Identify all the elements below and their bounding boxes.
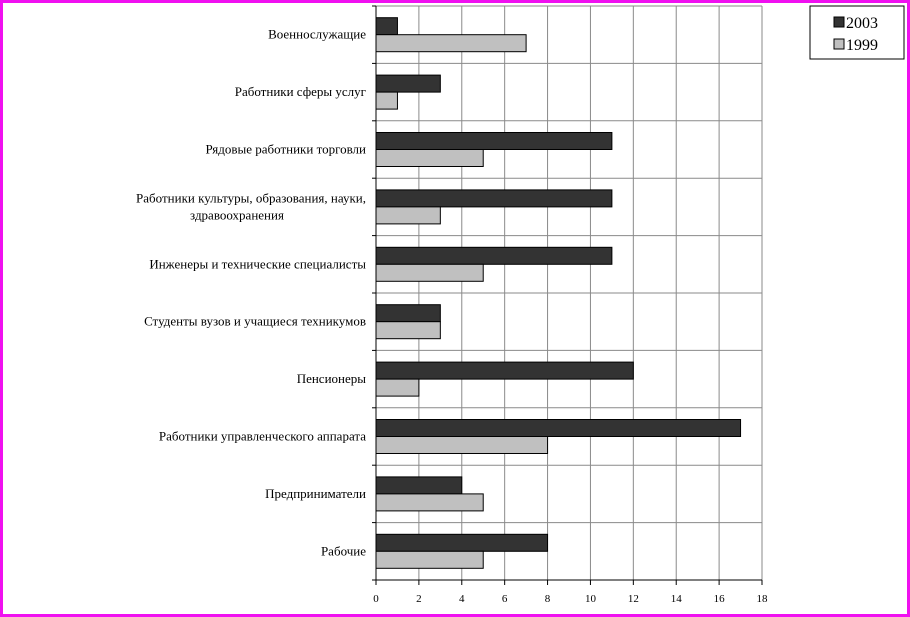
bar-2003	[375, 246, 613, 265]
category-label: Студенты вузов и учащиеся техникумов	[144, 314, 366, 329]
x-tick-label: 14	[671, 593, 683, 605]
legend-swatch-1999	[833, 38, 845, 50]
legend-label-2003: 2003	[846, 15, 878, 32]
category-label: Работники управленческого аппарата	[159, 429, 366, 444]
bars	[375, 17, 742, 569]
x-tick-label: 10	[585, 593, 597, 605]
category-label: здравоохранения	[190, 207, 284, 222]
category-label: Рабочие	[321, 543, 366, 558]
bar-1999	[375, 493, 484, 512]
category-label: Работники культуры, образования, науки,	[136, 190, 366, 205]
legend-swatch-2003	[833, 16, 845, 28]
bar-1999	[375, 436, 549, 454]
bar-2003	[375, 132, 613, 150]
bar-2003	[375, 361, 634, 380]
bar-1999	[375, 378, 420, 397]
category-labels: Военнослужащие Работники сферы услуг Рядов…	[136, 27, 366, 559]
bar-1999	[375, 149, 484, 167]
x-tick-label: 0	[373, 593, 379, 605]
x-tick-label: 12	[628, 593, 639, 605]
category-label: Работники сферы услуг	[235, 84, 366, 99]
bar-2003	[375, 17, 398, 36]
legend-label-1999: 1999	[846, 37, 878, 54]
category-label: Предприниматели	[265, 486, 366, 501]
bar-2003	[375, 189, 613, 208]
bar-1999	[375, 263, 484, 282]
bar-1999	[375, 321, 441, 340]
bar-1999	[375, 206, 441, 225]
bar-1999	[375, 34, 527, 53]
tick-labels: 0 2 4 6 8 10 12 14 16 18	[373, 593, 768, 605]
x-tick-label: 6	[502, 593, 508, 605]
bar-2003	[375, 533, 549, 552]
category-label: Военнослужащие	[268, 27, 366, 42]
legend-box	[809, 5, 905, 60]
bar-2003	[375, 304, 441, 323]
bar-2003	[375, 74, 441, 93]
bar-2003	[375, 476, 463, 495]
category-label: Пенсионеры	[297, 371, 367, 386]
x-tick-label: 16	[714, 593, 726, 605]
x-tick-label: 2	[416, 593, 422, 605]
x-tick-label: 18	[757, 593, 769, 605]
bar-1999	[375, 91, 398, 110]
axes	[372, 5, 763, 585]
bar-1999	[375, 550, 484, 569]
bar-2003	[375, 419, 742, 437]
x-tick-label: 4	[459, 593, 465, 605]
x-tick-label: 8	[545, 593, 551, 605]
category-label: Инженеры и технические специалисты	[149, 256, 366, 271]
category-label: Рядовые работники торговли	[206, 142, 367, 157]
legend: 2003 1999	[809, 5, 905, 60]
